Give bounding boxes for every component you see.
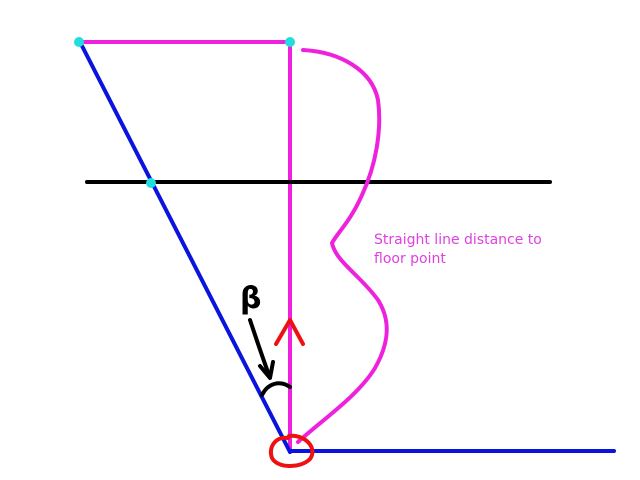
diagonal-line	[78, 40, 292, 454]
top-right-point	[285, 37, 295, 47]
angle-arc	[260, 381, 292, 397]
up-arrow-head	[274, 318, 305, 346]
top-left-point	[74, 37, 84, 47]
angle-arrow	[248, 318, 271, 377]
distance-annotation: Straight line distance to floor point	[374, 231, 594, 269]
origin-circle	[268, 433, 315, 468]
beta-label: β	[240, 281, 261, 316]
distance-brace	[296, 48, 389, 444]
angle-arrow-head	[258, 360, 275, 380]
annotation-line-2: floor point	[374, 251, 446, 267]
annotation-line-1: Straight line distance to	[374, 232, 542, 248]
horizon-intersection-point	[146, 178, 156, 188]
